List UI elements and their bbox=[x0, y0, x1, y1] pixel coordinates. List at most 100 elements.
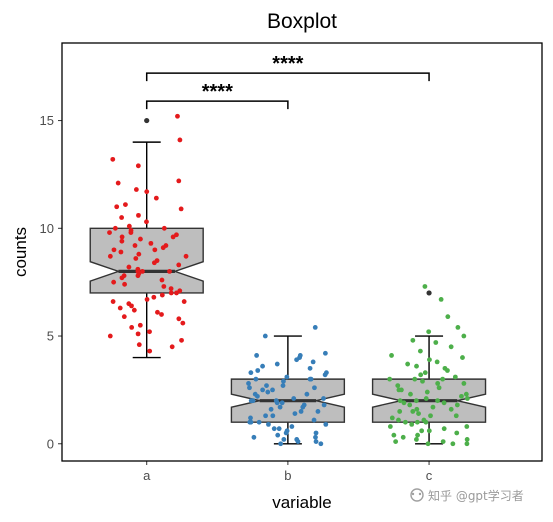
data-point-b bbox=[266, 421, 271, 427]
data-point-a bbox=[135, 273, 141, 279]
data-point-b bbox=[321, 402, 327, 408]
data-point-c bbox=[389, 353, 394, 358]
data-point-c bbox=[448, 406, 454, 412]
data-point-c bbox=[413, 398, 419, 404]
data-point-b bbox=[260, 387, 266, 393]
data-point-a bbox=[136, 251, 142, 257]
data-point-b bbox=[268, 406, 274, 412]
data-point-a bbox=[137, 322, 143, 328]
data-point-a bbox=[111, 279, 117, 285]
data-point-b bbox=[254, 353, 260, 358]
data-point-b bbox=[274, 361, 280, 367]
data-point-a bbox=[176, 262, 182, 268]
data-point-c bbox=[425, 441, 431, 447]
data-point-c bbox=[393, 439, 399, 445]
data-point-a bbox=[135, 331, 141, 337]
data-point-c bbox=[416, 411, 421, 416]
data-point-a bbox=[176, 316, 182, 322]
data-point-a bbox=[159, 312, 164, 317]
data-point-a bbox=[131, 307, 137, 313]
data-point-b bbox=[311, 417, 317, 423]
data-point-c bbox=[407, 402, 413, 408]
data-point-a bbox=[152, 247, 158, 253]
data-point-b bbox=[247, 385, 252, 391]
data-point-c bbox=[464, 424, 470, 429]
significance-bracket bbox=[145, 72, 430, 82]
data-point-b bbox=[276, 426, 282, 432]
data-point-a bbox=[122, 281, 127, 287]
data-point-b bbox=[281, 378, 286, 384]
data-point-a bbox=[144, 297, 150, 302]
data-point-c bbox=[428, 413, 433, 419]
plot-area: 0 5 10 15 a b c **** **** bbox=[40, 53, 487, 483]
data-point-a bbox=[147, 348, 153, 354]
x-tick-label: b bbox=[284, 468, 291, 483]
plot-panel-border bbox=[61, 42, 543, 462]
data-point-a bbox=[129, 303, 134, 309]
data-point-c bbox=[418, 372, 424, 378]
data-point-c bbox=[453, 413, 459, 419]
data-point-a bbox=[126, 223, 132, 229]
data-point-c bbox=[409, 421, 415, 427]
data-point-a bbox=[174, 290, 179, 296]
data-point-a bbox=[159, 292, 165, 298]
data-point-a bbox=[119, 275, 125, 281]
data-point-c bbox=[410, 409, 416, 414]
data-point-b bbox=[283, 430, 289, 436]
data-point-c bbox=[402, 419, 408, 425]
data-point-b bbox=[300, 404, 306, 410]
data-point-b bbox=[248, 370, 254, 376]
data-point-c bbox=[414, 406, 420, 412]
data-point-a bbox=[110, 156, 116, 162]
data-point-c bbox=[426, 329, 432, 335]
data-point-b bbox=[284, 374, 290, 380]
data-point-a bbox=[112, 225, 118, 231]
data-point-a bbox=[181, 299, 187, 304]
data-point-c bbox=[419, 428, 425, 434]
data-point-a bbox=[133, 256, 139, 261]
data-point-a bbox=[117, 305, 123, 311]
data-point-a bbox=[144, 219, 149, 225]
data-point-b bbox=[289, 424, 295, 429]
data-point-c bbox=[410, 337, 416, 343]
data-point-b bbox=[280, 383, 286, 388]
data-point-c bbox=[414, 437, 419, 442]
data-point-a bbox=[128, 230, 134, 236]
data-point-b bbox=[313, 430, 319, 436]
data-point-a bbox=[168, 290, 174, 296]
data-point-a bbox=[119, 215, 125, 220]
data-point-a bbox=[178, 206, 184, 212]
data-point-a bbox=[107, 333, 113, 339]
data-point-a bbox=[163, 243, 169, 248]
data-point-b bbox=[308, 376, 314, 382]
data-point-a bbox=[179, 337, 184, 343]
chart-title: Boxplot bbox=[267, 10, 337, 33]
data-point-b bbox=[307, 365, 313, 371]
wechat-channel-icon bbox=[410, 488, 424, 502]
data-point-c bbox=[400, 434, 406, 440]
data-point-c bbox=[424, 389, 430, 395]
x-tick-label: a bbox=[143, 468, 151, 483]
data-point-c bbox=[414, 419, 420, 425]
y-tick-label: 10 bbox=[40, 221, 54, 236]
data-point-c bbox=[438, 297, 444, 302]
data-point-a bbox=[114, 204, 120, 210]
significance-bracket bbox=[145, 100, 289, 110]
data-point-b bbox=[294, 357, 300, 363]
y-tick-label: 15 bbox=[40, 113, 54, 128]
data-point-c bbox=[422, 284, 428, 289]
data-point-a bbox=[136, 342, 142, 348]
data-point-b bbox=[260, 363, 265, 369]
data-point-c bbox=[415, 432, 420, 438]
data-point-c bbox=[445, 314, 451, 320]
data-point-a bbox=[107, 253, 113, 259]
data-point-b bbox=[312, 325, 318, 330]
data-point-c bbox=[391, 432, 397, 438]
data-point-b bbox=[271, 426, 277, 432]
data-point-a bbox=[119, 238, 125, 244]
data-point-a bbox=[126, 264, 132, 270]
data-point-c bbox=[401, 400, 407, 406]
x-axis-title: variable bbox=[272, 493, 332, 512]
data-point-c bbox=[461, 381, 467, 386]
